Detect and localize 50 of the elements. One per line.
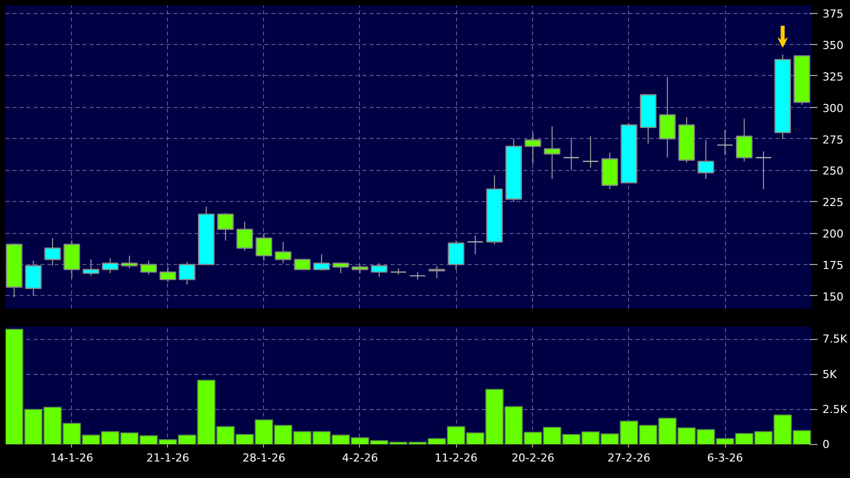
x-tick-label: 28-1-26 (242, 452, 286, 464)
candlestick (466, 235, 484, 255)
y-tick-label: 325 (822, 70, 844, 84)
candlestick (755, 150, 772, 190)
x-tick-label: 11-2-26 (434, 452, 478, 464)
y-tick-label: 300 (822, 102, 844, 115)
candlestick (44, 238, 61, 266)
y-tick-label: 175 (822, 258, 844, 272)
candlestick (544, 126, 560, 180)
candlestick (160, 266, 176, 283)
y-tick-label: 200 (822, 228, 844, 241)
x-tick-label: 14-1-26 (50, 452, 94, 464)
candlestick (236, 221, 253, 252)
candlestick (716, 129, 734, 156)
candlestick (82, 258, 100, 276)
candlestick (274, 241, 292, 264)
y-tick-label: 375 (822, 8, 844, 21)
candlestick (448, 240, 464, 270)
y-tick-label: 225 (822, 196, 844, 210)
candlestick (563, 137, 580, 171)
candlestick (313, 254, 330, 272)
y-tick-label: 250 (822, 164, 844, 178)
y-tick-label: 275 (822, 133, 844, 146)
x-tick-label: 6-3-26 (707, 452, 744, 464)
candlestick (659, 76, 676, 158)
x-tick-label: 4-2-26 (342, 452, 378, 464)
x-tick-label: 20-2-26 (511, 452, 554, 464)
candlestick (178, 261, 196, 286)
candlestick (524, 132, 542, 164)
candlestick (698, 140, 714, 180)
candlestick (121, 255, 138, 269)
candlestick (294, 258, 311, 270)
y-tick-label: 150 (822, 290, 844, 304)
candlestick (25, 260, 42, 296)
candlestick (582, 136, 599, 168)
x-tick-label: 27-2-26 (608, 452, 650, 464)
candlestick (102, 258, 118, 274)
y-tick-label: 2.5K (822, 402, 848, 416)
candlestick (140, 260, 157, 276)
x-tick-label: 21-1-26 (146, 452, 190, 464)
candlestick (256, 232, 272, 262)
candlestick (332, 262, 350, 274)
y-tick-label: 7.5K (822, 332, 848, 346)
y-tick-label: 350 (822, 38, 844, 52)
candlestick (736, 118, 753, 162)
candlestick (428, 265, 446, 279)
candlestick (370, 262, 388, 278)
y-tick-label: 5K (822, 368, 838, 381)
candlestick (217, 212, 234, 242)
y-tick-label: 0 (822, 438, 830, 451)
